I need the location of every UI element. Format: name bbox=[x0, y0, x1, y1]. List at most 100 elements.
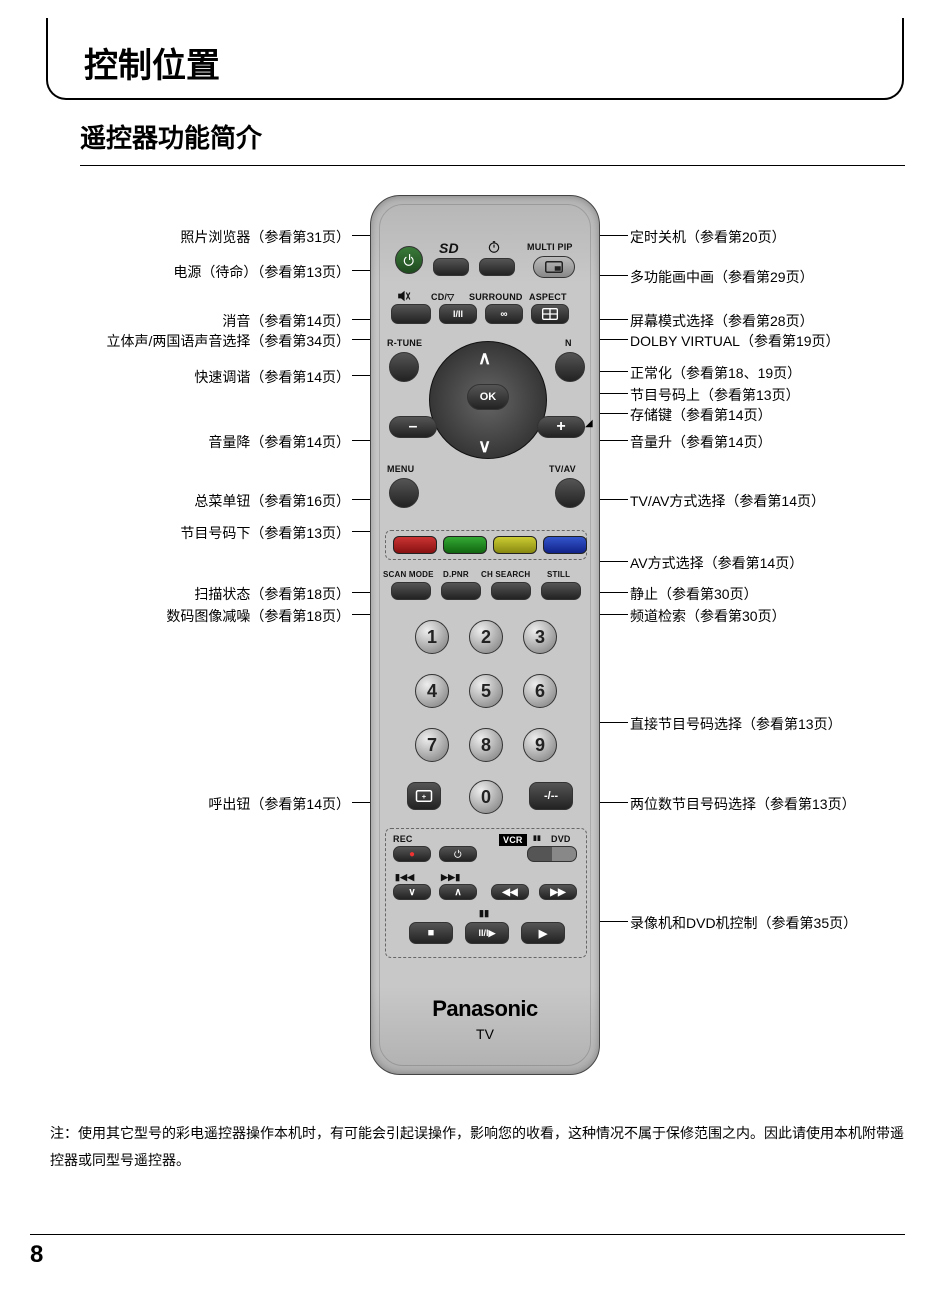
green-button[interactable] bbox=[443, 536, 487, 554]
n-button[interactable] bbox=[555, 352, 585, 382]
surround-icon: ∞ bbox=[500, 309, 507, 320]
numpad-4[interactable]: 4 bbox=[415, 674, 449, 708]
mute-button[interactable] bbox=[391, 304, 431, 324]
callout-left: 数码图像减噪（参看第18页） bbox=[166, 606, 350, 626]
callout-right: 静止（参看第30页） bbox=[630, 584, 758, 604]
red-button[interactable] bbox=[393, 536, 437, 554]
dpad-up[interactable]: ∧ bbox=[478, 348, 491, 369]
callout-left: 照片浏览器（参看第31页） bbox=[180, 227, 350, 247]
scanmode-button[interactable] bbox=[391, 582, 431, 600]
callout-right: 屏幕模式选择（参看第28页） bbox=[630, 311, 814, 331]
tvav-label: TV/AV bbox=[549, 464, 576, 474]
callout-right: TV/AV方式选择（参看第14页） bbox=[630, 491, 825, 511]
ok-button[interactable]: OK bbox=[467, 384, 509, 410]
callout-right: DOLBY VIRTUAL（参看第19页） bbox=[630, 331, 840, 351]
next-label: ▶▶▮ bbox=[441, 872, 460, 883]
callout-left: 电源（待命）（参看第13页） bbox=[173, 262, 350, 282]
still-label: STILL bbox=[547, 570, 570, 579]
rec-label: REC bbox=[393, 834, 413, 844]
callout-right: 存储键（参看第14页） bbox=[630, 405, 772, 425]
blue-button[interactable] bbox=[543, 536, 587, 554]
scanmode-label: SCAN MODE bbox=[383, 570, 434, 579]
recall-icon: + bbox=[415, 789, 433, 803]
dvd-label: DVD bbox=[551, 834, 571, 844]
stereo-button[interactable]: I/II bbox=[439, 304, 477, 324]
aspect-button[interactable] bbox=[531, 304, 569, 324]
surround-button[interactable]: ∞ bbox=[485, 304, 523, 324]
vcr-power-button[interactable] bbox=[439, 846, 477, 862]
vcr-label: VCR bbox=[499, 834, 527, 846]
numpad-3[interactable]: 3 bbox=[523, 620, 557, 654]
vcr-dvd-switch[interactable] bbox=[527, 846, 577, 862]
rec-dot-icon: ● bbox=[409, 849, 415, 860]
page-title: 控制位置 bbox=[48, 18, 902, 87]
remote-body: SD MULTI PIP CD/▽ SURROUND ASPECT I/II ∞… bbox=[370, 195, 600, 1075]
callout-right: AV方式选择（参看第14页） bbox=[630, 553, 803, 573]
cv-label: CD/▽ bbox=[431, 292, 454, 303]
numpad-6[interactable]: 6 bbox=[523, 674, 557, 708]
mute-icon bbox=[397, 290, 411, 302]
brand-logo: Panasonic bbox=[371, 996, 599, 1022]
numpad-5[interactable]: 5 bbox=[469, 674, 503, 708]
vol-up-button[interactable]: + bbox=[537, 416, 585, 438]
skipback-button[interactable]: ∨ bbox=[393, 884, 431, 900]
vol-down-button[interactable]: – bbox=[389, 416, 437, 438]
skipfwd-button[interactable]: ∧ bbox=[439, 884, 477, 900]
rtune-label: R-TUNE bbox=[387, 338, 422, 348]
power-icon bbox=[402, 253, 416, 267]
yellow-button[interactable] bbox=[493, 536, 537, 554]
rec-button[interactable]: ● bbox=[393, 846, 431, 862]
callout-right: 音量升（参看第14页） bbox=[630, 432, 772, 452]
chsearch-button[interactable] bbox=[491, 582, 531, 600]
callout-right: 多功能画中画（参看第29页） bbox=[630, 267, 814, 287]
page-number: 8 bbox=[30, 1234, 905, 1269]
sd-button[interactable] bbox=[433, 258, 469, 276]
svg-text:+: + bbox=[422, 792, 427, 801]
numpad-8[interactable]: 8 bbox=[469, 728, 503, 762]
pause-button[interactable]: II/I▶ bbox=[465, 922, 509, 944]
numpad-0[interactable]: 0 bbox=[469, 780, 503, 814]
tvav-button[interactable] bbox=[555, 478, 585, 508]
mute-label bbox=[397, 290, 411, 304]
title-box: 控制位置 bbox=[46, 18, 904, 100]
still-button[interactable] bbox=[541, 582, 581, 600]
prev-label: ▮◀◀ bbox=[395, 872, 414, 883]
rtune-button[interactable] bbox=[389, 352, 419, 382]
remote-diagram: 照片浏览器（参看第31页）电源（待命）（参看第13页）消音（参看第14页）立体声… bbox=[50, 195, 910, 1095]
power-button[interactable] bbox=[395, 246, 423, 274]
callout-left: 消音（参看第14页） bbox=[222, 311, 350, 331]
menu-label: MENU bbox=[387, 464, 414, 474]
multipip-button[interactable] bbox=[533, 256, 575, 278]
callout-right: 直接节目号码选择（参看第13页） bbox=[630, 714, 842, 734]
timer-button[interactable] bbox=[479, 258, 515, 276]
dpad-down[interactable]: ∨ bbox=[478, 436, 491, 457]
callout-left: 快速调谐（参看第14页） bbox=[194, 367, 350, 387]
numpad-1[interactable]: 1 bbox=[415, 620, 449, 654]
menu-button[interactable] bbox=[389, 478, 419, 508]
ffwd-button[interactable]: ▶▶ bbox=[539, 884, 577, 900]
aspect-label: ASPECT bbox=[529, 292, 567, 302]
numpad-9[interactable]: 9 bbox=[523, 728, 557, 762]
numpad-7[interactable]: 7 bbox=[415, 728, 449, 762]
surround-label: SURROUND bbox=[469, 292, 523, 302]
note-text: 注：使用其它型号的彩电遥控器操作本机时，有可能会引起误操作，影响您的收看，这种情… bbox=[50, 1120, 910, 1173]
multipip-label: MULTI PIP bbox=[527, 242, 573, 252]
callout-left: 扫描状态（参看第18页） bbox=[194, 584, 350, 604]
n-label: N bbox=[565, 338, 572, 348]
rewind-button[interactable]: ◀◀ bbox=[491, 884, 529, 900]
recall-button[interactable]: + bbox=[407, 782, 441, 810]
dpnr-button[interactable] bbox=[441, 582, 481, 600]
callout-right: 两位数节目号码选择（参看第13页） bbox=[630, 794, 856, 814]
stop-button[interactable]: ■ bbox=[409, 922, 453, 944]
callout-right: 录像机和DVD机控制（参看第35页） bbox=[630, 913, 857, 933]
twodigit-button[interactable]: -/-- bbox=[529, 782, 573, 810]
callout-right: 定时关机（参看第20页） bbox=[630, 227, 786, 247]
section-subtitle: 遥控器功能简介 bbox=[80, 118, 905, 166]
numpad-2[interactable]: 2 bbox=[469, 620, 503, 654]
play-button[interactable]: ▶ bbox=[521, 922, 565, 944]
pause-label: ▮▮ bbox=[479, 908, 489, 919]
callout-left: 呼出钮（参看第14页） bbox=[208, 794, 350, 814]
timer-icon bbox=[487, 240, 501, 254]
sd-label: SD bbox=[439, 240, 459, 256]
timer-label bbox=[487, 240, 501, 256]
